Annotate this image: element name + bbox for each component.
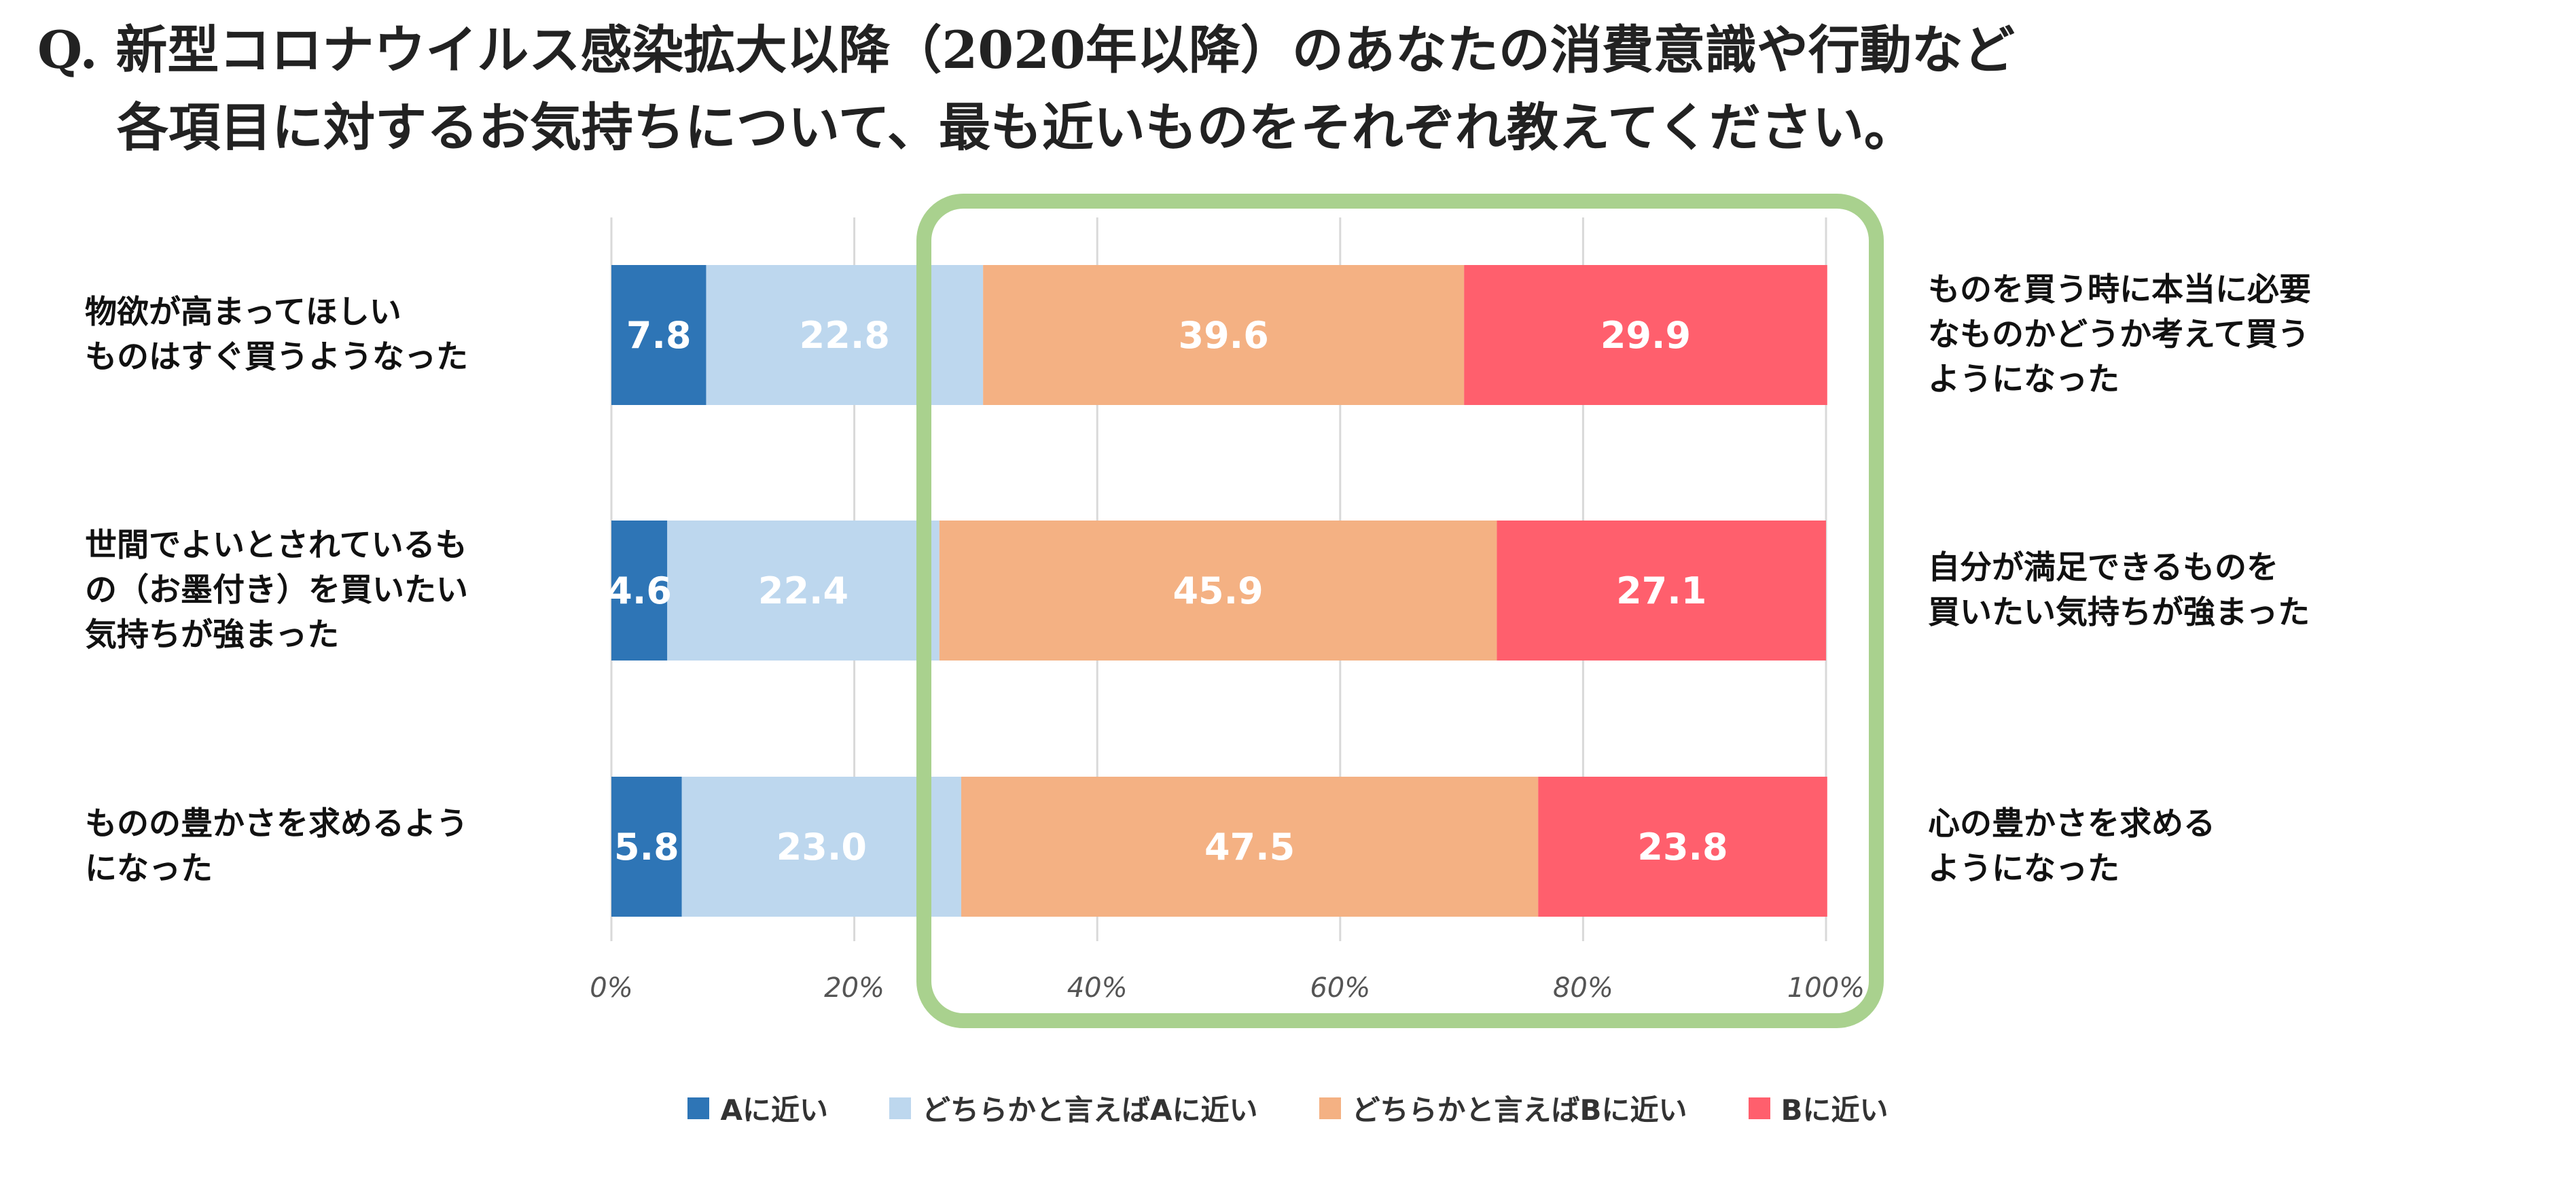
bars [611,265,1827,917]
data-label: 23.0 [776,826,867,868]
bar-segment [1497,521,1826,661]
data-label: 29.9 [1600,314,1691,357]
segment-labels: 7.8 22.8 39.6 29.9 4.6 22.4 45.9 27.1 5.8 23.0 47.… [607,314,1728,868]
data-label: 45.9 [1173,569,1263,612]
row-label-a: 世間でよいとされているも の（お墨付き）を買いたい 気持ちが強まった [85,523,468,658]
data-label: 47.5 [1204,826,1295,868]
highlight-box [916,194,1884,1028]
x-tick-label: 100% [1787,972,1865,1004]
bar-segment [681,777,961,917]
row-label-b: 心の豊かさを求める ようになった [1928,802,2215,892]
row-label-a: 物欲が高まってほしいものはすぐ買うようなった [85,290,468,380]
legend-label: どちらかと言えばAに近い [921,1093,1258,1127]
bar-segment [611,777,682,917]
row-label-line: 自分が満足できるものを [1928,549,2279,586]
row-label-a: ものの豊かさを求めるよう になった [85,802,468,892]
bar-segment [667,521,940,661]
bar-segment [1538,777,1827,917]
title-line-1: Q. 新型コロナウイルス感染拡大以降（2020年以降）のあなたの消費意識や行動な… [37,20,2015,80]
x-tick-label: 40% [1067,972,1128,1004]
bar-segment [939,521,1497,661]
row-label-line: の（お墨付き）を買いたい [85,571,468,609]
data-label: 22.4 [758,569,848,612]
row-label-b: ものを買う時に本当に必要 なものかどうか考えて買う ようになった [1928,268,2311,402]
data-label: 39.6 [1179,314,1269,357]
legend-label: Bに近い [1781,1093,1889,1127]
legend-item: Aに近い [687,1087,828,1129]
bar-segment [611,521,668,661]
legend-swatch [1319,1097,1341,1119]
row-label-line: ものの豊かさを求めるよう [85,805,468,843]
bar-segment [706,265,984,405]
x-tick-label: 60% [1310,972,1370,1004]
data-label: 27.1 [1616,569,1706,612]
title-line-2: 各項目に対するお気持ちについて、最も近いものをそれぞれ教えてください。 [117,97,1916,158]
legend-item: どちらかと言えばAに近い [889,1087,1258,1129]
legend-label: どちらかと言えばBに近い [1351,1093,1687,1127]
bar-segment [611,265,706,405]
chart: 7.8 22.8 39.6 29.9 4.6 22.4 45.9 27.1 5.8 23.0 47.… [590,194,1884,1028]
legend-item: Bに近い [1748,1087,1889,1129]
row-label-line: 世間でよいとされているも [85,527,467,564]
legend-label: Aに近い [720,1093,828,1127]
legend: Aに近い どちらかと言えばAに近い どちらかと言えばBに近い Bに近い [0,1087,2576,1129]
row-label-line: ものを買う時に本当に必要 [1928,271,2311,309]
bar-segment [983,265,1465,405]
bar-segment [1464,265,1827,405]
data-label: 22.8 [800,314,890,357]
data-label: 7.8 [626,314,692,357]
x-tick-label: 20% [824,972,884,1004]
row-label-line: 買いたい気持ちが強まった [1928,594,2310,631]
data-label: 5.8 [614,826,679,868]
legend-swatch [687,1097,710,1119]
row-label-line: ものはすぐ買うようなった [85,338,468,376]
row-label-line: 気持ちが強まった [85,616,340,654]
row-label-line: 物欲が高まってほしい [85,294,401,331]
x-tick-label: 80% [1553,972,1613,1004]
row-label-line: 心の豊かさを求める [1928,805,2215,843]
row-label-line: なものかどうか考えて買う [1928,316,2310,353]
legend-item: どちらかと言えばBに近い [1319,1087,1687,1129]
x-axis-ticks: 0% 20% 40% 60% 80% 100% [590,972,1865,1004]
x-tick-label: 0% [590,972,632,1004]
bar-segment [961,777,1539,917]
data-label: 23.8 [1637,826,1728,868]
data-label: 4.6 [607,569,672,612]
row-label-line: ようになった [1928,361,2119,398]
legend-swatch [1748,1097,1770,1119]
row-label-b: 自分が満足できるものを 買いたい気持ちが強まった [1928,546,2310,635]
row-label-line: になった [85,850,213,887]
row-label-line: ようになった [1928,850,2119,887]
legend-swatch [889,1097,911,1119]
